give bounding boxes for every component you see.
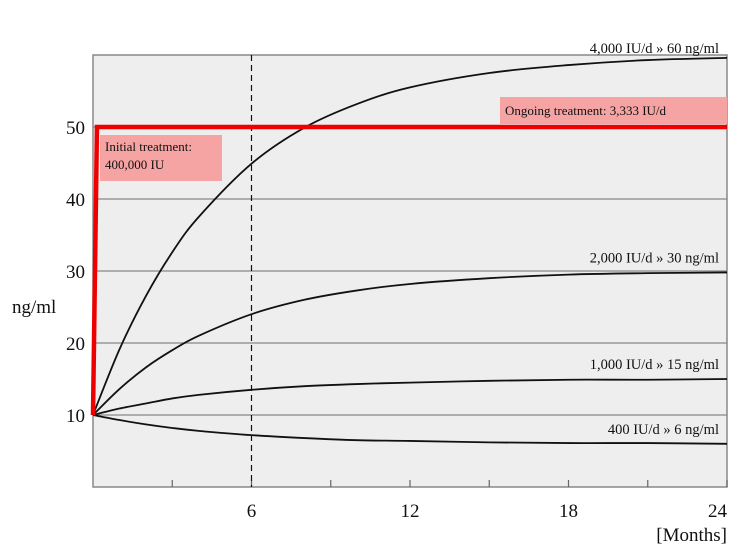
ongoing-treatment-box bbox=[500, 97, 727, 124]
y-tick-label: 40 bbox=[66, 190, 85, 211]
treatment-line bbox=[90, 124, 727, 416]
series-label: 400 IU/d » 6 ng/ml bbox=[608, 422, 719, 438]
x-axis-label: [Months] bbox=[656, 525, 727, 546]
x-tick-label: 6 bbox=[247, 501, 257, 522]
series-curve bbox=[92, 378, 728, 416]
y-tick-label: 10 bbox=[66, 406, 85, 427]
y-tick-label: 20 bbox=[66, 334, 85, 355]
series-curve bbox=[92, 414, 728, 445]
y-tick-label: 30 bbox=[66, 262, 85, 283]
x-tick-label: 24 bbox=[708, 501, 728, 522]
initial-treatment-box bbox=[100, 135, 222, 181]
series-label: 4,000 IU/d » 60 ng/ml bbox=[590, 41, 719, 57]
x-tick-label: 12 bbox=[401, 501, 420, 522]
axis-ticks: 10 20 30 40 50 6 12 18 24 bbox=[66, 118, 728, 522]
y-axis-label: ng/ml bbox=[12, 297, 56, 318]
initial-treatment-dose: 400,000 IU bbox=[105, 157, 165, 172]
initial-treatment-label: Initial treatment: bbox=[105, 139, 192, 154]
series-labels: 4,000 IU/d » 60 ng/ml 2,000 IU/d » 30 ng/… bbox=[590, 41, 719, 438]
y-tick-label: 50 bbox=[66, 118, 85, 139]
series-label: 1,000 IU/d » 15 ng/ml bbox=[590, 357, 719, 373]
ongoing-treatment-label: Ongoing treatment: 3,333 IU/d bbox=[505, 103, 667, 118]
series-curve bbox=[92, 271, 728, 416]
x-tick-label: 18 bbox=[559, 501, 578, 522]
series-label: 2,000 IU/d » 30 ng/ml bbox=[590, 250, 719, 266]
